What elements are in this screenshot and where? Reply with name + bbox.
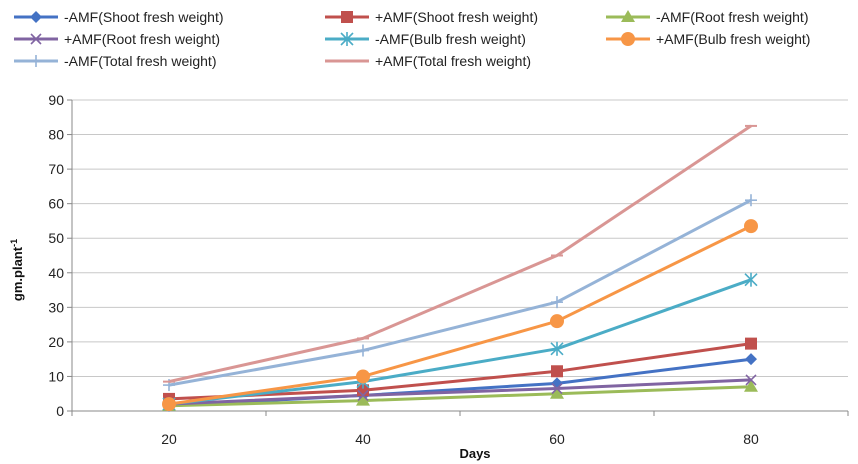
axes	[67, 99, 849, 416]
series-line-2	[168, 342, 752, 401]
series-markers	[162, 124, 758, 412]
y-tick-label: 40	[48, 265, 64, 281]
legend-item: +AMF(Root fresh weight)	[14, 31, 220, 47]
data-point	[356, 393, 370, 406]
y-tick-label: 70	[48, 161, 64, 177]
data-point	[551, 365, 563, 378]
y-axis-label-main: gm.plant	[10, 246, 25, 301]
legend-label: -AMF(Root fresh weight)	[656, 9, 808, 25]
legend-label: +AMF(Root fresh weight)	[64, 31, 220, 47]
legend-marker	[30, 11, 42, 23]
data-point	[357, 344, 369, 357]
y-tick-label: 90	[48, 92, 64, 108]
data-point	[551, 382, 563, 395]
x-tick-label: 60	[549, 431, 565, 447]
legend-label: +AMF(Shoot fresh weight)	[375, 9, 538, 25]
data-point	[745, 194, 757, 207]
legend-marker	[340, 32, 354, 46]
data-point	[744, 219, 758, 234]
series-line-4	[168, 378, 752, 406]
y-tick-label: 0	[56, 403, 64, 419]
legend-item: -AMF(Shoot fresh weight)	[14, 9, 224, 25]
data-point	[744, 272, 758, 287]
x-tick-labels: 20 40 60 80	[161, 431, 759, 447]
series-line-5	[168, 278, 752, 406]
x-axis-label: Days	[459, 446, 490, 461]
y-tick-label: 30	[48, 299, 64, 315]
legend-item: +AMF(Bulb fresh weight)	[606, 31, 810, 47]
gridlines	[72, 99, 848, 377]
x-tick-label: 80	[743, 431, 759, 447]
series-lines	[168, 124, 752, 408]
x-tick-label: 20	[161, 431, 177, 447]
y-tick-label: 50	[48, 230, 64, 246]
y-tick-label: 60	[48, 196, 64, 212]
data-point	[744, 379, 758, 392]
legend-marker	[30, 55, 42, 67]
legend-label: -AMF(Shoot fresh weight)	[64, 9, 224, 25]
legend-label: -AMF(Bulb fresh weight)	[375, 31, 526, 47]
data-point	[745, 353, 757, 366]
y-tick-label: 20	[48, 334, 64, 350]
legend-item: -AMF(Root fresh weight)	[606, 9, 808, 25]
y-tick-labels: 0 10 20 30 40 50 60 70 80 90	[48, 92, 64, 419]
legend-label: +AMF(Total fresh weight)	[375, 53, 531, 69]
series-line-8	[168, 124, 752, 384]
legend-item: +AMF(Shoot fresh weight)	[325, 9, 538, 25]
series-line-3	[168, 385, 752, 408]
series-line-6	[168, 224, 752, 406]
legend: -AMF(Shoot fresh weight) +AMF(Shoot fresh…	[14, 9, 810, 69]
data-point	[162, 397, 176, 412]
data-point	[550, 386, 564, 399]
data-point	[356, 369, 370, 384]
legend-marker	[621, 10, 635, 22]
legend-item: -AMF(Bulb fresh weight)	[325, 31, 526, 47]
legend-label: +AMF(Bulb fresh weight)	[656, 31, 810, 47]
legend-marker	[341, 11, 353, 23]
legend-item: +AMF(Total fresh weight)	[325, 53, 531, 69]
data-point	[745, 374, 757, 386]
x-tick-label: 40	[355, 431, 371, 447]
data-point	[551, 296, 563, 309]
legend-label: -AMF(Total fresh weight)	[64, 53, 216, 69]
data-point	[357, 389, 369, 402]
y-axis-label: gm.plant-1	[9, 239, 25, 301]
legend-marker	[621, 32, 635, 46]
legend-item: -AMF(Total fresh weight)	[14, 53, 216, 69]
legend-marker	[30, 33, 42, 45]
y-tick-label: 80	[48, 127, 64, 143]
data-point	[550, 314, 564, 329]
y-tick-label: 10	[48, 368, 64, 384]
data-point	[745, 337, 757, 350]
data-point	[550, 341, 564, 356]
y-axis-label-superscript: -1	[9, 239, 19, 247]
series-line-7	[168, 198, 752, 387]
